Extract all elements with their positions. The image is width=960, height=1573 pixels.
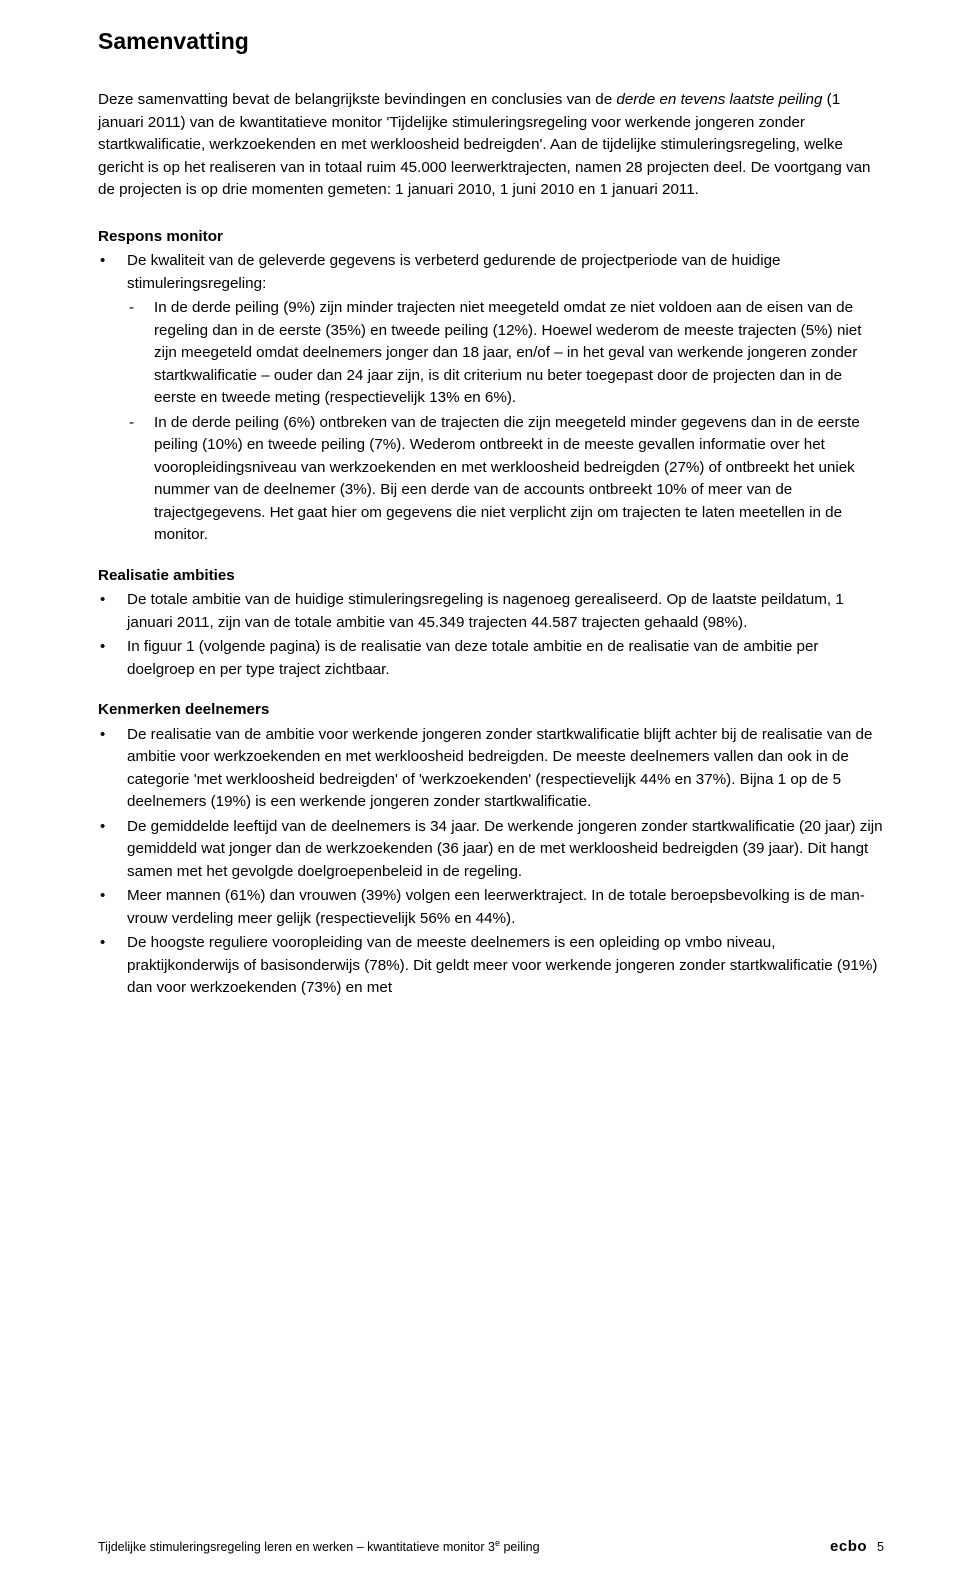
list-item: In de derde peiling (9%) zijn minder tra…: [127, 297, 884, 410]
intro-paragraph: Deze samenvatting bevat de belangrijkste…: [98, 89, 884, 202]
list-item: Meer mannen (61%) dan vrouwen (39%) volg…: [98, 885, 884, 930]
list-item-text: In de derde peiling (6%) ontbreken van d…: [154, 414, 860, 544]
list-item: In figuur 1 (volgende pagina) is de real…: [98, 636, 884, 681]
section-realisatie: Realisatie ambities De totale ambitie va…: [98, 565, 884, 682]
footer-page-number: 5: [877, 1540, 884, 1554]
list-item: De realisatie van de ambitie voor werken…: [98, 724, 884, 814]
list-item: De totale ambitie van de huidige stimule…: [98, 589, 884, 634]
section-heading-realisatie: Realisatie ambities: [98, 565, 884, 588]
section-heading-respons: Respons monitor: [98, 226, 884, 249]
section-kenmerken: Kenmerken deelnemers De realisatie van d…: [98, 699, 884, 1000]
list-item-text: De hoogste reguliere vooropleiding van d…: [127, 934, 877, 996]
list-item-text: In de derde peiling (9%) zijn minder tra…: [154, 299, 861, 406]
footer-brand: ecbo: [830, 1538, 867, 1555]
footer-left-pre: Tijdelijke stimuleringsregeling leren en…: [98, 1540, 495, 1554]
footer-left: Tijdelijke stimuleringsregeling leren en…: [98, 1538, 540, 1554]
footer-left-post: peiling: [500, 1540, 540, 1554]
list-item-text: De totale ambitie van de huidige stimule…: [127, 591, 844, 631]
bullet-list: De realisatie van de ambitie voor werken…: [98, 724, 884, 1000]
list-item-text: De gemiddelde leeftijd van de deelnemers…: [127, 818, 883, 880]
list-item-text: Meer mannen (61%) dan vrouwen (39%) volg…: [127, 887, 865, 927]
list-item-text: In figuur 1 (volgende pagina) is de real…: [127, 638, 818, 678]
list-item-text: De realisatie van de ambitie voor werken…: [127, 726, 872, 811]
list-item: De kwaliteit van de geleverde gegevens i…: [98, 250, 884, 547]
section-heading-kenmerken: Kenmerken deelnemers: [98, 699, 884, 722]
bullet-list: De totale ambitie van de huidige stimule…: [98, 589, 884, 681]
footer-right: ecbo 5: [830, 1538, 884, 1555]
page-title: Samenvatting: [98, 28, 884, 55]
list-item: In de derde peiling (6%) ontbreken van d…: [127, 412, 884, 547]
intro-italic: derde en tevens laatste peiling: [616, 91, 822, 108]
section-respons: Respons monitor De kwaliteit van de gele…: [98, 226, 884, 547]
intro-text-pre: Deze samenvatting bevat de belangrijkste…: [98, 91, 616, 108]
document-page: Samenvatting Deze samenvatting bevat de …: [0, 0, 960, 1573]
page-footer: Tijdelijke stimuleringsregeling leren en…: [98, 1538, 884, 1555]
list-item-text: De kwaliteit van de geleverde gegevens i…: [127, 252, 781, 292]
bullet-list: De kwaliteit van de geleverde gegevens i…: [98, 250, 884, 547]
list-item: De hoogste reguliere vooropleiding van d…: [98, 932, 884, 1000]
list-item: De gemiddelde leeftijd van de deelnemers…: [98, 816, 884, 884]
dash-list: In de derde peiling (9%) zijn minder tra…: [127, 297, 884, 547]
